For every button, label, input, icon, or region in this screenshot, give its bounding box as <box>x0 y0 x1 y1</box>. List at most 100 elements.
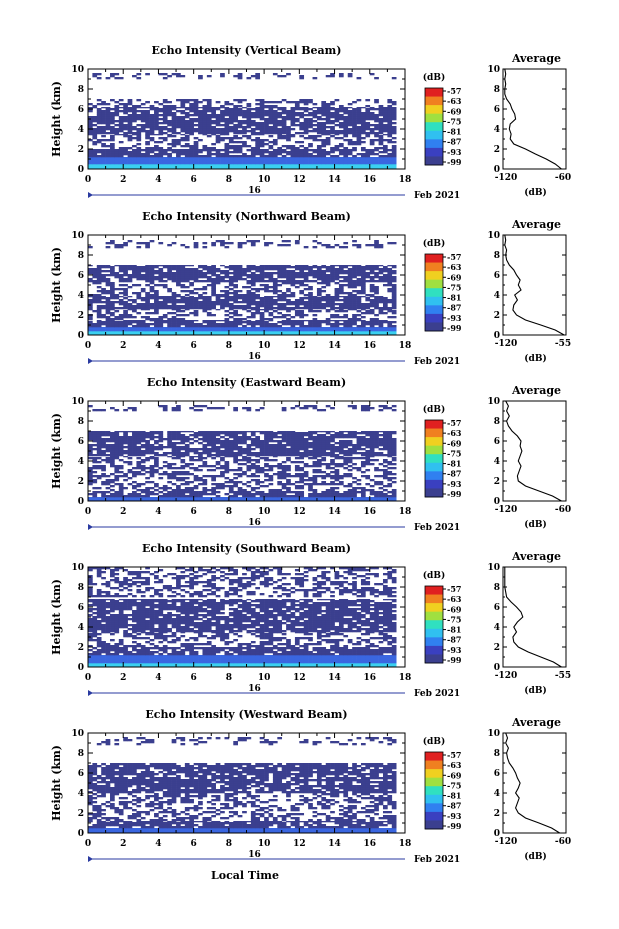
heatmap-cell <box>118 128 124 131</box>
heatmap-cell <box>88 299 93 302</box>
heatmap-cell <box>136 461 142 464</box>
heatmap-cell <box>96 77 102 80</box>
panel-title: Echo Intensity (Eastward Beam) <box>147 376 346 389</box>
heatmap-cell <box>140 497 146 500</box>
heatmap-cell <box>211 323 216 326</box>
heatmap-cell <box>198 325 203 328</box>
heatmap-cell <box>171 135 177 138</box>
heatmap-cell <box>88 122 93 125</box>
heatmap-cell <box>312 164 318 166</box>
heatmap-cell <box>387 323 393 326</box>
heatmap-cell <box>92 333 98 336</box>
heatmap-cell <box>382 147 388 150</box>
heatmap-cell <box>281 316 287 319</box>
heatmap-cell <box>352 126 357 129</box>
heatmap-cell <box>206 272 212 275</box>
heatmap-cell <box>180 124 186 127</box>
heatmap-cell <box>281 467 287 470</box>
heatmap-cell <box>193 297 199 300</box>
heatmap-cell <box>114 499 120 502</box>
heatmap-cell <box>167 296 172 298</box>
heatmap-cell <box>334 290 340 293</box>
heatmap-cell <box>299 333 305 336</box>
heatmap-cell <box>308 292 313 295</box>
heatmap-cell <box>211 284 216 287</box>
heatmap-cell <box>92 158 98 161</box>
heatmap-cell <box>202 130 208 133</box>
heatmap-cell <box>321 108 327 111</box>
heatmap-cell <box>356 297 362 300</box>
heatmap-cell <box>215 124 221 127</box>
heatmap-cell <box>88 120 93 123</box>
heatmap-cell <box>233 325 238 328</box>
heatmap-cell <box>127 493 133 496</box>
heatmap-cell <box>352 134 357 136</box>
heatmap-cell <box>224 469 230 472</box>
heatmap-cell <box>312 325 318 328</box>
heatmap-cell <box>264 268 269 271</box>
heatmap-cell <box>171 274 177 277</box>
heatmap-cell <box>114 134 120 136</box>
heatmap-cell <box>308 483 313 486</box>
heatmap-cell <box>206 303 212 306</box>
heatmap-cell <box>378 164 384 166</box>
heatmap-cell <box>171 497 177 500</box>
heatmap-cell <box>110 297 115 300</box>
heatmap-cell <box>202 461 208 464</box>
heatmap-cell <box>140 499 146 502</box>
heatmap-cell <box>189 331 194 334</box>
heatmap-cell <box>211 110 216 113</box>
heatmap-cell <box>118 155 124 158</box>
heatmap-cell <box>316 164 322 166</box>
heatmap-cell <box>365 124 371 127</box>
heatmap-cell <box>162 128 168 131</box>
heatmap-cell <box>132 116 137 119</box>
heatmap-cell <box>277 467 283 470</box>
heatmap-cell <box>215 139 221 142</box>
heatmap-cell <box>176 116 181 119</box>
heatmap-cell <box>189 155 194 158</box>
heatmap-cell <box>158 155 164 158</box>
heatmap-cell <box>202 108 208 111</box>
heatmap-cell <box>114 120 120 123</box>
heatmap-cell <box>211 483 216 486</box>
heatmap-cell <box>180 265 186 267</box>
heatmap-cell <box>149 105 155 108</box>
heatmap-cell <box>215 467 221 470</box>
heatmap-cell <box>237 301 243 304</box>
heatmap-cell <box>290 309 296 311</box>
heatmap-cell <box>334 147 340 150</box>
heatmap-cell <box>176 299 181 302</box>
heatmap-cell <box>228 155 234 158</box>
heatmap-cell <box>96 278 102 281</box>
heatmap-cell <box>281 475 287 478</box>
heatmap-cell <box>255 465 261 468</box>
heatmap-cell <box>334 296 340 298</box>
heatmap-cell <box>246 126 252 129</box>
heatmap-cell <box>123 303 128 306</box>
heatmap-cell <box>382 301 388 304</box>
heatmap-cell <box>224 461 230 464</box>
heatmap-cell <box>233 157 238 159</box>
heatmap-cell <box>198 116 203 119</box>
heatmap-cell <box>132 481 137 484</box>
heatmap-cell <box>237 467 243 470</box>
heatmap-cell <box>277 309 283 311</box>
heatmap-cell <box>154 312 159 315</box>
heatmap-cell <box>286 276 291 279</box>
echo-panel-1: Echo Intensity (Northward Beam)0 2 4 6 8 10 12… <box>50 210 462 367</box>
heatmap-cell <box>149 457 155 460</box>
heatmap-cell <box>277 303 283 306</box>
heatmap-cell <box>286 320 291 322</box>
heatmap-cell <box>347 112 353 115</box>
heatmap-cell <box>127 240 133 243</box>
heatmap-cell <box>123 110 128 113</box>
heatmap-cell <box>264 321 269 324</box>
heatmap-cell <box>294 164 300 166</box>
heatmap-cell <box>206 327 212 330</box>
heatmap-cell <box>277 296 283 298</box>
heatmap-cell <box>391 108 397 111</box>
heatmap-cell <box>277 463 283 466</box>
colorbar-segment <box>425 122 443 132</box>
heatmap-cell <box>127 265 133 267</box>
